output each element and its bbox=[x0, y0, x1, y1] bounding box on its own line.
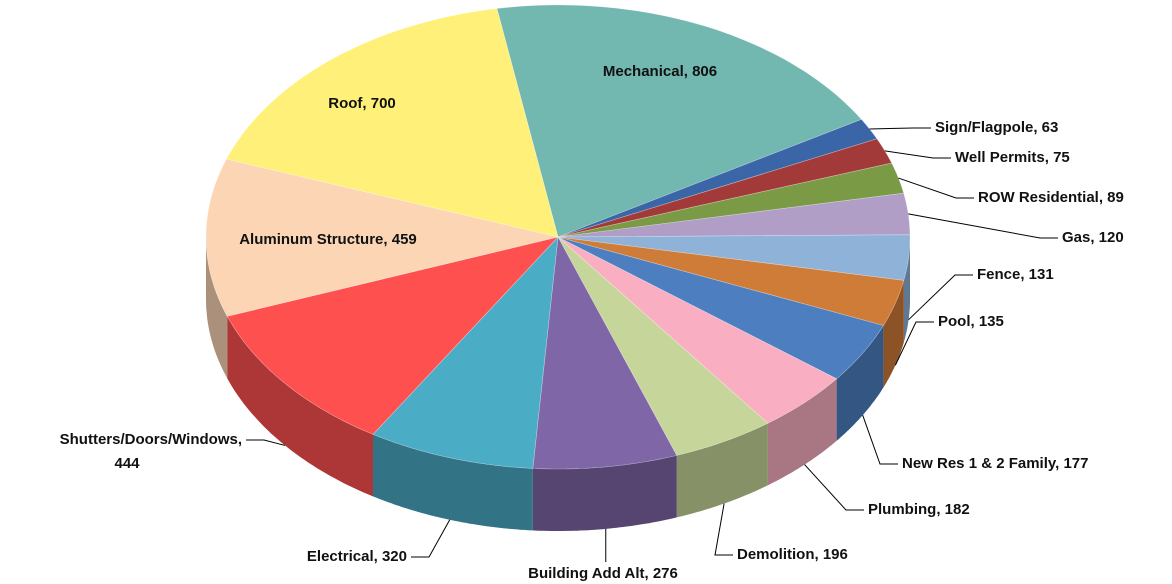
slice bbox=[557, 119, 878, 238]
slice-side bbox=[227, 316, 373, 497]
data-label: New Res 1 & 2 Family, 177 bbox=[902, 455, 1088, 472]
slice bbox=[557, 162, 905, 238]
slice-side-shade bbox=[676, 423, 768, 518]
leader-line bbox=[714, 503, 733, 556]
leader-line bbox=[246, 439, 286, 446]
data-label: Mechanical, 806 bbox=[603, 63, 717, 80]
slice-side-shade bbox=[373, 434, 533, 531]
slice bbox=[532, 236, 678, 470]
slice-side bbox=[903, 237, 910, 343]
slice-side bbox=[767, 378, 837, 486]
data-label: Roof, 700 bbox=[328, 95, 396, 112]
slice bbox=[372, 236, 559, 469]
data-label: Building Add Alt, 276 bbox=[528, 565, 678, 582]
data-label: Well Permits, 75 bbox=[955, 149, 1070, 166]
data-label: Fence, 131 bbox=[977, 266, 1054, 283]
slice-side-shade bbox=[883, 280, 904, 388]
slice bbox=[557, 138, 893, 238]
data-label: Demolition, 196 bbox=[737, 546, 848, 563]
leader-line bbox=[908, 274, 973, 321]
data-label: Pool, 135 bbox=[938, 313, 1004, 330]
slice-side-shade bbox=[206, 237, 228, 379]
leader-line bbox=[884, 150, 951, 159]
data-label: ROW Residential, 89 bbox=[978, 189, 1124, 206]
data-label: Aluminum Structure, 459 bbox=[239, 231, 417, 248]
leader-line bbox=[411, 519, 451, 558]
slice-side-shade bbox=[903, 237, 910, 343]
slice bbox=[557, 236, 769, 456]
leader-line bbox=[862, 415, 898, 465]
slice bbox=[557, 236, 905, 326]
leader-line bbox=[898, 177, 974, 199]
slice bbox=[496, 4, 862, 238]
slice bbox=[225, 8, 559, 238]
slice bbox=[226, 236, 559, 435]
slice-side-shade bbox=[767, 378, 837, 486]
slice bbox=[205, 158, 559, 317]
slice-side bbox=[883, 280, 904, 388]
data-label: Gas, 120 bbox=[1062, 229, 1124, 246]
slice-side bbox=[836, 325, 884, 441]
slice bbox=[557, 234, 911, 281]
slice-side bbox=[676, 423, 768, 518]
slice-side-shade bbox=[836, 325, 884, 441]
slice-side bbox=[373, 434, 533, 531]
slice bbox=[557, 236, 884, 380]
data-label: Plumbing, 182 bbox=[868, 501, 970, 518]
slice-side-shade bbox=[227, 316, 373, 497]
data-label-line: 444 bbox=[114, 455, 140, 472]
slice bbox=[557, 236, 838, 424]
leader-line bbox=[804, 464, 864, 511]
slice-side-shade bbox=[532, 455, 677, 531]
leader-line bbox=[894, 321, 934, 366]
data-label-line: Shutters/Doors/Windows, bbox=[60, 431, 242, 448]
side-walls bbox=[206, 237, 910, 531]
slice-side bbox=[532, 455, 677, 531]
data-label: Shutters/Doors/Windows, 444 bbox=[60, 431, 242, 472]
data-label: Electrical, 320 bbox=[307, 548, 407, 565]
data-label: Sign/Flagpole, 63 bbox=[935, 119, 1058, 136]
leader-line bbox=[869, 127, 931, 130]
leader-line bbox=[908, 213, 1058, 239]
slice-side bbox=[206, 237, 228, 379]
